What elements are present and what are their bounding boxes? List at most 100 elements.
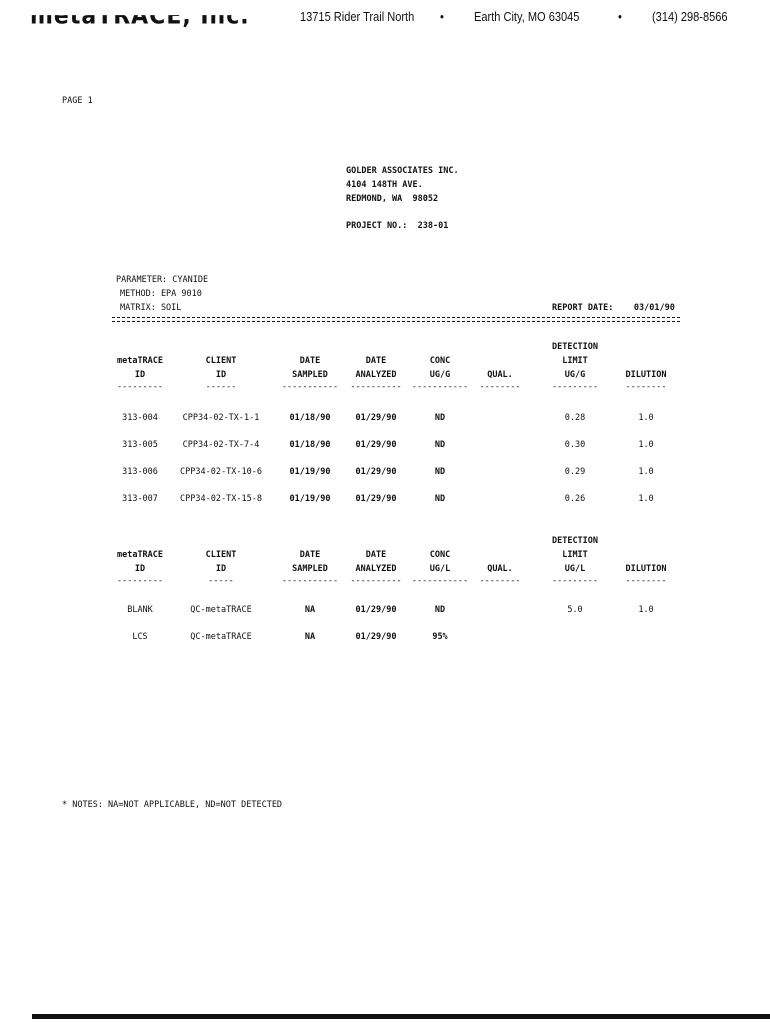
notes: * NOTES: NA=NOT APPLICABLE, ND=NOT DETEC… — [62, 800, 283, 810]
column-header: SAMPLED — [292, 564, 328, 574]
table-cell: 95% — [432, 632, 448, 642]
report-date: REPORT DATE: 03/01/90 — [552, 303, 675, 313]
column-header: CONC — [429, 356, 451, 366]
column-header: DILUTION — [625, 564, 667, 574]
column-header: DATE — [365, 356, 387, 366]
header-underline: --------- — [116, 382, 164, 392]
table-cell: 01/29/90 — [355, 605, 397, 615]
page-number: PAGE 1 — [62, 96, 93, 106]
column-header: metaTRACE — [116, 356, 164, 366]
column-header: QUAL. — [487, 370, 513, 380]
header-underline: -------- — [479, 576, 521, 586]
table-cell: LCS — [132, 632, 148, 642]
method: METHOD: EPA 9010 — [120, 289, 202, 299]
client-name: GOLDER ASSOCIATES INC. — [346, 166, 459, 176]
letterhead-phone: (314) 298-8566 — [652, 9, 728, 24]
table-cell: 1.0 — [638, 494, 654, 504]
client-city: REDMOND, WA 98052 — [346, 194, 439, 204]
column-header: SAMPLED — [292, 370, 328, 380]
column-header: DATE — [299, 550, 321, 560]
header-underline: ------ — [205, 382, 237, 392]
column-header: LIMIT — [562, 356, 588, 366]
table-cell: 01/29/90 — [355, 413, 397, 423]
header-underline: --------- — [551, 382, 599, 392]
column-header: ANALYZED — [355, 370, 397, 380]
letterhead-city: Earth City, MO 63045 — [474, 9, 580, 24]
table-cell: 313-005 — [122, 440, 158, 450]
column-header: UG/G — [564, 370, 586, 380]
table-cell: 1.0 — [638, 440, 654, 450]
table-cell: 01/29/90 — [355, 494, 397, 504]
header-underline: ---------- — [350, 576, 402, 586]
header-underline: ---------- — [350, 382, 402, 392]
column-header: UG/L — [564, 564, 586, 574]
table-cell: ND — [434, 494, 446, 504]
column-header: ID — [134, 370, 146, 380]
table-cell: 01/19/90 — [289, 467, 331, 477]
table-cell: CPP34-02-TX-7-4 — [182, 440, 260, 450]
column-header: UG/L — [429, 564, 451, 574]
column-header: CLIENT — [205, 550, 237, 560]
matrix: MATRIX: SOIL — [120, 303, 182, 313]
table-cell: CPP34-02-TX-10-6 — [180, 467, 262, 477]
header-underline: ----- — [208, 576, 234, 586]
header-underline: -------- — [625, 576, 667, 586]
column-header: CONC — [429, 550, 451, 560]
table-cell: QC-metaTRACE — [190, 632, 252, 642]
table-cell: NA — [304, 632, 316, 642]
column-header: DETECTION — [551, 342, 599, 352]
header-underline: --------- — [116, 576, 164, 586]
client-street: 4104 148TH AVE. — [346, 180, 423, 190]
header-underline: -------- — [479, 382, 521, 392]
column-header: ID — [215, 370, 227, 380]
bullet: • — [440, 9, 444, 24]
table-cell: QC-metaTRACE — [190, 605, 252, 615]
letterhead-street: 13715 Rider Trail North — [300, 9, 415, 24]
table-cell: 1.0 — [638, 605, 654, 615]
table-cell: 01/18/90 — [289, 413, 331, 423]
table-cell: 1.0 — [638, 413, 654, 423]
table-cell: 1.0 — [638, 467, 654, 477]
header-underline: ----------- — [281, 576, 339, 586]
header-underline: -------- — [625, 382, 667, 392]
company-logo: metaTRACE, Inc. — [30, 2, 250, 31]
table-cell: NA — [304, 605, 316, 615]
bullet: • — [618, 9, 622, 24]
table-cell: 01/29/90 — [355, 467, 397, 477]
column-header: ID — [215, 564, 227, 574]
header-underline: ----------- — [411, 576, 469, 586]
column-header: metaTRACE — [116, 550, 164, 560]
table-cell: CPP34-02-TX-1-1 — [182, 413, 260, 423]
table-cell: ND — [434, 413, 446, 423]
column-header: QUAL. — [487, 564, 513, 574]
column-header: DATE — [299, 356, 321, 366]
table-cell: ND — [434, 440, 446, 450]
column-header: DILUTION — [625, 370, 667, 380]
divider — [112, 317, 680, 322]
table-cell: 313-007 — [122, 494, 158, 504]
table-cell: BLANK — [127, 605, 153, 615]
project-number: PROJECT NO.: 238-01 — [346, 221, 449, 231]
table-cell: 0.30 — [564, 440, 586, 450]
column-header: DATE — [365, 550, 387, 560]
column-header: ANALYZED — [355, 564, 397, 574]
table-cell: ND — [434, 467, 446, 477]
table-cell: 5.0 — [567, 605, 583, 615]
footer-bar — [32, 1014, 770, 1019]
table-cell: 0.29 — [564, 467, 586, 477]
column-header: CLIENT — [205, 356, 237, 366]
header-underline: --------- — [551, 576, 599, 586]
table-cell: ND — [434, 605, 446, 615]
column-header: LIMIT — [562, 550, 588, 560]
column-header: UG/G — [429, 370, 451, 380]
table-cell: 0.28 — [564, 413, 586, 423]
table-cell: 01/29/90 — [355, 632, 397, 642]
table-cell: 0.26 — [564, 494, 586, 504]
header-underline: ----------- — [411, 382, 469, 392]
table-cell: CPP34-02-TX-15-8 — [180, 494, 262, 504]
table-cell: 01/19/90 — [289, 494, 331, 504]
parameter: PARAMETER: CYANIDE — [116, 275, 209, 285]
table-cell: 01/29/90 — [355, 440, 397, 450]
table-cell: 313-004 — [122, 413, 158, 423]
